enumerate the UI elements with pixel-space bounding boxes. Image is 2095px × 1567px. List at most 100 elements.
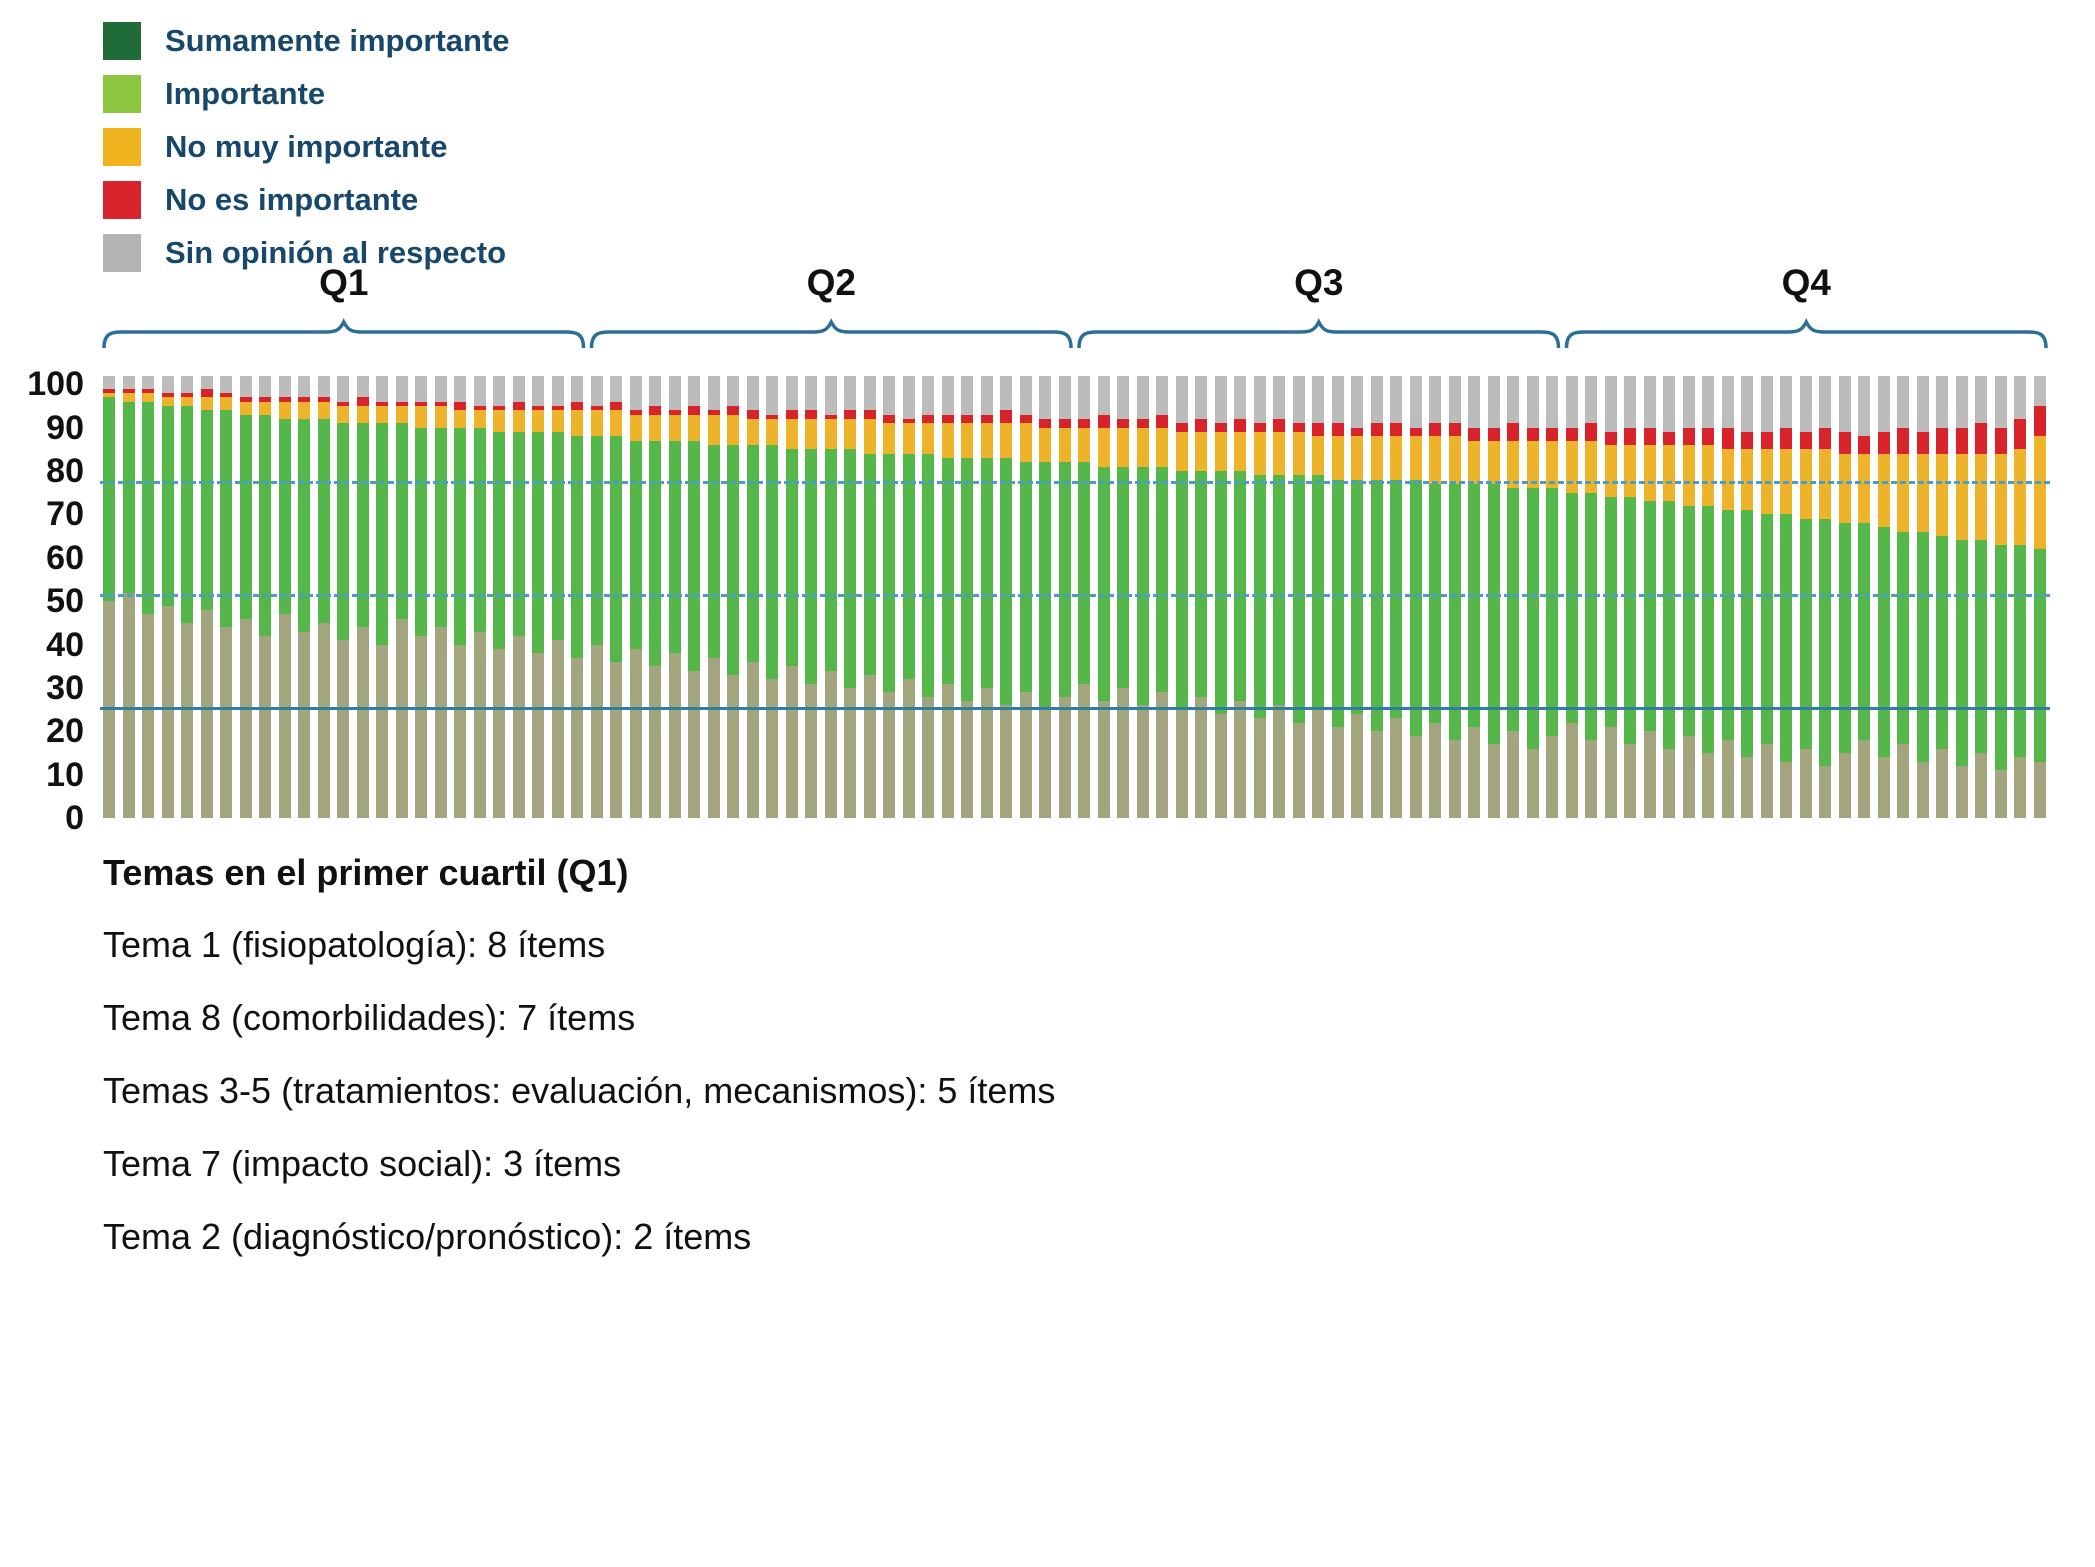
stacked-bar: [1507, 375, 1519, 818]
stacked-bar: [1214, 375, 1227, 818]
y-axis-tick-label: 0: [65, 799, 84, 837]
bar-segment: [2014, 419, 2026, 450]
stacked-bar: [961, 375, 973, 818]
bar-segment: [1312, 423, 1324, 437]
stacked-bar: [1526, 375, 1539, 818]
stacked-bar: [337, 375, 349, 818]
bar-segment: [1643, 427, 1656, 446]
bar-segment: [1780, 514, 1792, 762]
bar-segment: [356, 375, 369, 398]
bar-segment: [1916, 432, 1929, 454]
y-axis-tick-label: 30: [46, 668, 84, 707]
stacked-bar: [1955, 375, 1968, 818]
bar-segment: [1858, 739, 1870, 818]
bar-segment: [1058, 462, 1071, 697]
bar-segment: [1312, 475, 1324, 710]
bar-segment: [1448, 436, 1461, 485]
bar-segment: [668, 653, 681, 818]
notes-line: Temas 3-5 (tratamientos: evaluación, mec…: [103, 1070, 1056, 1111]
bar-segment: [668, 375, 681, 411]
bar-segment: [844, 410, 856, 420]
bar-segment: [259, 401, 271, 415]
stacked-bar: [1702, 375, 1714, 818]
bar-segment: [298, 419, 310, 632]
bar-segment: [434, 427, 447, 628]
bar-segment: [1136, 419, 1149, 428]
bar-segment: [2014, 375, 2026, 420]
stacked-bar: [1097, 375, 1110, 818]
bar-segment: [1780, 375, 1792, 428]
stacked-bar: [1195, 375, 1207, 818]
bar-segment: [688, 414, 700, 441]
quartile-label-q1: Q1: [319, 262, 369, 303]
bar-segment: [1253, 475, 1266, 719]
reference-line: [100, 706, 2050, 710]
bar-segment: [415, 427, 427, 636]
bar-segment: [454, 410, 466, 428]
bar-segment: [1312, 375, 1324, 424]
stacked-bar: [1136, 375, 1149, 818]
bar-segment: [883, 692, 895, 818]
bar-segment: [1292, 475, 1305, 723]
bar-segment: [571, 657, 583, 818]
bar-segment: [1273, 375, 1285, 420]
plot-area: [100, 367, 2050, 818]
y-axis-tick-label: 60: [46, 538, 84, 577]
bar-segment: [883, 375, 895, 415]
y-axis-tick-label: 80: [46, 452, 84, 491]
bar-segment: [1448, 484, 1461, 740]
bar-segment: [395, 375, 408, 402]
stacked-bar: [1682, 375, 1695, 818]
stacked-bar: [1078, 375, 1090, 818]
bar-segment: [317, 375, 330, 398]
bar-segment: [1604, 445, 1617, 498]
bar-segment: [415, 635, 427, 818]
legend-swatch-gray: [103, 234, 141, 272]
notes-line: Tema 2 (diagnóstico/pronóstico): 2 ítems: [103, 1216, 752, 1257]
bar-segment: [1078, 683, 1090, 818]
quartile-label-q4: Q4: [1781, 262, 1831, 303]
bar-segment: [356, 423, 369, 628]
stacked-bar: [1487, 375, 1500, 818]
legend-label: Sumamente importante: [165, 23, 510, 58]
bar-segment: [1136, 705, 1149, 818]
stacked-bar: [473, 375, 486, 818]
bar-segment: [1448, 423, 1461, 437]
y-axis-tick-label: 50: [46, 582, 84, 621]
bar-segment: [629, 414, 642, 441]
bar-segment: [1624, 497, 1636, 745]
bar-segment: [1877, 527, 1890, 758]
bar-segment: [220, 397, 232, 411]
bar-segment: [278, 401, 291, 420]
bar-segment: [863, 410, 876, 420]
bar-segment: [239, 618, 252, 818]
bar-segment: [1585, 739, 1597, 818]
stacked-bar: [1799, 375, 1812, 818]
bar-segment: [1507, 731, 1519, 818]
bar-segment: [1975, 752, 1987, 818]
bar-segment: [1604, 432, 1617, 446]
stacked-bar: [1916, 375, 1929, 818]
bar-segment: [1760, 744, 1773, 818]
bar-segment: [1994, 544, 2007, 771]
bar-segment: [1136, 375, 1149, 420]
bar-segment: [1897, 427, 1909, 454]
stacked-bar: [2014, 375, 2026, 818]
stacked-bar: [902, 375, 915, 818]
bar-segment: [1936, 427, 1948, 454]
bar-segment: [1253, 432, 1266, 476]
bar-segment: [902, 679, 915, 818]
bar-segment: [824, 375, 837, 415]
bar-segment: [142, 393, 154, 402]
bar-segment: [259, 397, 271, 402]
bar-segment: [883, 453, 895, 693]
stacked-bar: [395, 375, 408, 818]
bar-segment: [2014, 544, 2026, 758]
stacked-bar: [824, 375, 837, 818]
bar-segment: [376, 375, 388, 402]
quartile-label-q3: Q3: [1294, 262, 1344, 303]
bar-segment: [1975, 423, 1987, 454]
bar-segment: [317, 401, 330, 420]
bar-segment: [1156, 427, 1168, 467]
bar-segment: [1468, 375, 1480, 428]
